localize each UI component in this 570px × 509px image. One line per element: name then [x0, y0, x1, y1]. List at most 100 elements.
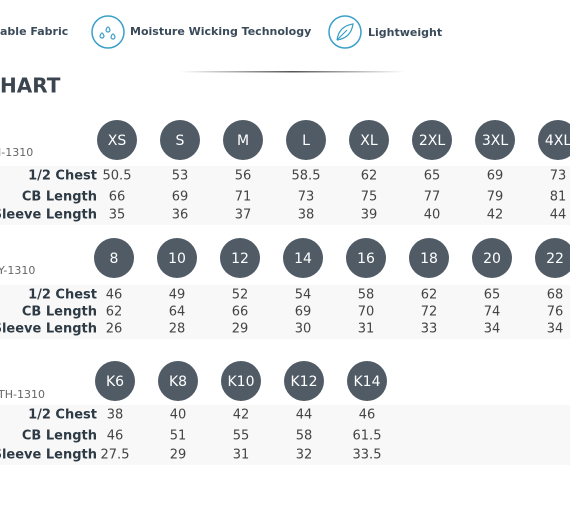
cell-value: 75 — [361, 190, 378, 205]
size-badge — [535, 238, 570, 278]
cell-value: 32 — [296, 448, 313, 463]
cell-value: 46 — [107, 429, 124, 444]
feature-text: able Fabric — [0, 25, 68, 38]
feature-icon — [328, 15, 362, 49]
row-label: 1/2 Chest — [28, 288, 97, 303]
cell-value: 69 — [487, 169, 504, 184]
cell-value: 26 — [106, 322, 123, 337]
size-label: 22 — [546, 251, 564, 267]
cell-value: 35 — [109, 208, 126, 223]
cell-value: 42 — [233, 408, 250, 423]
cell-value: 34 — [484, 322, 501, 337]
size-label: S — [176, 133, 185, 149]
cell-value: 66 — [109, 190, 126, 205]
size-label: 16 — [357, 251, 375, 267]
cell-value: 56 — [235, 169, 252, 184]
size-badge — [221, 361, 261, 401]
size-badge — [412, 120, 452, 160]
cell-value: 30 — [295, 322, 312, 337]
row-band — [0, 405, 570, 465]
cell-value: 58.5 — [292, 169, 321, 184]
cell-value: 29 — [170, 448, 187, 463]
cell-value: 33.5 — [353, 448, 382, 463]
cell-value: 69 — [172, 190, 189, 205]
cell-value: 34 — [547, 322, 564, 337]
row-label: Sleeve Length — [0, 208, 97, 223]
cell-value: 44 — [296, 408, 313, 423]
cell-value: 65 — [484, 288, 501, 303]
size-label: K8 — [169, 374, 187, 390]
section-code: TH-1310 — [0, 388, 45, 401]
section-code: I-1310 — [0, 146, 33, 159]
size-label: 10 — [168, 251, 186, 267]
size-badge — [160, 120, 200, 160]
cell-value: 46 — [106, 288, 123, 303]
row-label: CB Length — [22, 429, 97, 444]
cell-value: 66 — [232, 305, 249, 320]
cell-value: 28 — [169, 322, 186, 337]
cell-value: 62 — [361, 169, 378, 184]
size-badge — [94, 238, 134, 278]
cell-value: 62 — [106, 305, 123, 320]
cell-value: 70 — [358, 305, 375, 320]
size-badge — [475, 120, 515, 160]
size-badge — [349, 120, 389, 160]
cell-value: 55 — [233, 429, 250, 444]
row-label: 1/2 Chest — [28, 408, 97, 423]
feature-icon — [91, 15, 125, 49]
cell-value: 73 — [298, 190, 315, 205]
cell-value: 69 — [295, 305, 312, 320]
cell-value: 61.5 — [353, 429, 382, 444]
cell-value: 74 — [484, 305, 501, 320]
cell-value: 65 — [424, 169, 441, 184]
size-label: 2XL — [419, 133, 445, 149]
cell-value: 77 — [424, 190, 441, 205]
size-label: 8 — [110, 251, 119, 267]
size-badge — [409, 238, 449, 278]
cell-value: 73 — [550, 169, 567, 184]
cell-value: 49 — [169, 288, 186, 303]
feature-icon-drops — [99, 26, 116, 40]
cell-value: 38 — [298, 208, 315, 223]
row-label: CB Length — [22, 190, 97, 205]
feature-text: Lightweight — [368, 26, 442, 39]
size-label: 18 — [420, 251, 438, 267]
size-label: 14 — [294, 251, 312, 267]
cell-value: 76 — [547, 305, 564, 320]
row-band — [0, 285, 570, 339]
cell-value: 81 — [550, 190, 567, 205]
cell-value: 58 — [296, 429, 313, 444]
size-badge — [95, 361, 135, 401]
size-badge — [472, 238, 512, 278]
cell-value: 29 — [232, 322, 249, 337]
cell-value: 46 — [359, 408, 376, 423]
feature-text: Moisture Wicking Technology — [130, 25, 311, 38]
cell-value: 54 — [295, 288, 312, 303]
cell-value: 71 — [235, 190, 252, 205]
cell-value: 79 — [487, 190, 504, 205]
cell-value: 62 — [421, 288, 438, 303]
size-label: 3XL — [482, 133, 508, 149]
row-band — [0, 166, 570, 225]
size-badge — [284, 361, 324, 401]
size-badge — [346, 238, 386, 278]
size-label: XL — [360, 133, 378, 149]
size-badge — [286, 120, 326, 160]
row-label: Sleeve Length — [0, 448, 97, 463]
cell-value: 31 — [358, 322, 375, 337]
feature-icon-feather — [336, 23, 354, 41]
cell-value: 27.5 — [101, 448, 130, 463]
size-badge — [223, 120, 263, 160]
size-badge — [97, 120, 137, 160]
cell-value: 36 — [172, 208, 189, 223]
divider — [180, 71, 405, 73]
cell-value: 50.5 — [103, 169, 132, 184]
row-label: 1/2 Chest — [28, 169, 97, 184]
size-label: K14 — [354, 374, 381, 390]
row-label: CB Length — [22, 305, 97, 320]
size-label: K6 — [106, 374, 124, 390]
cell-value: 42 — [487, 208, 504, 223]
size-label: 20 — [483, 251, 501, 267]
cell-value: 39 — [361, 208, 378, 223]
